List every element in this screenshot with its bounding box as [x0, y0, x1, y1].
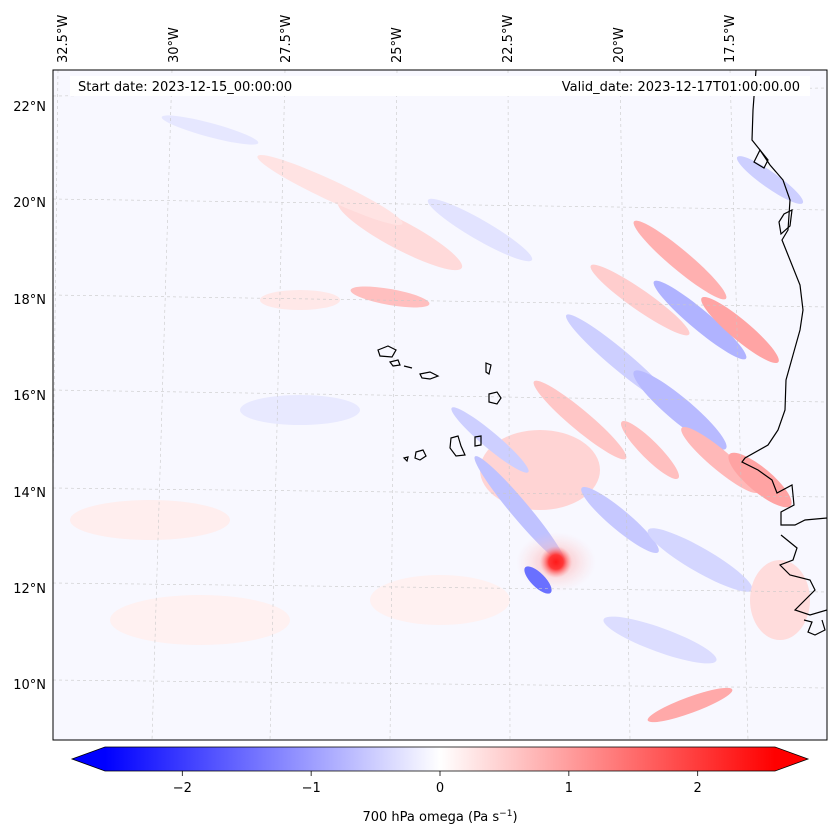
- lat-label-14n: 14°N: [13, 486, 46, 501]
- colorbar: −2 −1 0 1 2 700 hPa omega (Pa s−1): [70, 746, 810, 825]
- colorbar-min-extension: [72, 747, 105, 771]
- bijagos-islands: [803, 619, 826, 636]
- colorbar-gradient: [105, 747, 775, 771]
- africa-coast: [741, 70, 827, 526]
- coastlines: [377, 70, 827, 636]
- lat-label-16n: 16°N: [13, 389, 46, 404]
- colorbar-tick-label: 1: [565, 781, 573, 796]
- lat-label-20n: 20°N: [13, 196, 46, 211]
- colorbar-tick-label: 2: [694, 781, 702, 796]
- island-maio: [474, 435, 482, 447]
- island-santo-antao: [377, 345, 397, 358]
- lat-label-12n: 12°N: [13, 582, 46, 597]
- lon-label-25w: 25°W: [390, 27, 405, 63]
- longitude-labels: 32.5°W 30°W 27.5°W 25°W 22.5°W 20°W 17.5…: [56, 15, 738, 63]
- lat-label-10n: 10°N: [13, 678, 46, 693]
- lon-label-32-5w: 32.5°W: [56, 15, 71, 63]
- strong-ascent-max: [540, 546, 572, 578]
- start-date-label: Start date: 2023-12-15_00:00:00: [78, 80, 292, 95]
- island-sao-vicente: [388, 359, 401, 367]
- lon-label-20w: 20°W: [612, 27, 627, 63]
- island-sao-nicolau: [419, 371, 440, 380]
- latitude-labels: 22°N 20°N 18°N 16°N 14°N 12°N 10°N: [13, 100, 46, 693]
- header-band: [70, 76, 810, 96]
- lon-label-27-5w: 27.5°W: [279, 15, 294, 63]
- graticule: [53, 70, 827, 740]
- colorbar-max-extension: [775, 747, 808, 771]
- colorbar-ticks: −2 −1 0 1 2: [173, 771, 702, 796]
- island-santiago: [449, 435, 466, 457]
- island-boa-vista: [488, 391, 502, 405]
- valid-date-label: Valid_date: 2023-12-17T01:00:00.00: [562, 80, 800, 95]
- map-panel: Start date: 2023-12-15_00:00:00 Valid_da…: [53, 70, 827, 740]
- lat-label-18n: 18°N: [13, 293, 46, 308]
- map-frame: [52, 69, 828, 741]
- guinea-coast: [778, 534, 827, 616]
- lon-label-30w: 30°W: [167, 27, 182, 63]
- colorbar-outline: [70, 746, 810, 772]
- island-sal: [485, 362, 492, 375]
- colorbar-label: 700 hPa omega (Pa s−1): [362, 809, 517, 825]
- colorbar-tick-label: −2: [173, 781, 192, 796]
- colorbar-tick-label: −1: [302, 781, 321, 796]
- coast-inlet: [753, 148, 769, 169]
- lon-label-22-5w: 22.5°W: [501, 15, 516, 63]
- lat-label-22n: 22°N: [13, 100, 46, 115]
- island-fogo: [414, 449, 427, 461]
- banc-arguin: [778, 208, 793, 236]
- lon-label-17-5w: 17.5°W: [723, 15, 738, 63]
- island-brava: [402, 456, 409, 463]
- island-santa-luzia: [403, 365, 413, 369]
- colorbar-tick-label: 0: [436, 781, 444, 796]
